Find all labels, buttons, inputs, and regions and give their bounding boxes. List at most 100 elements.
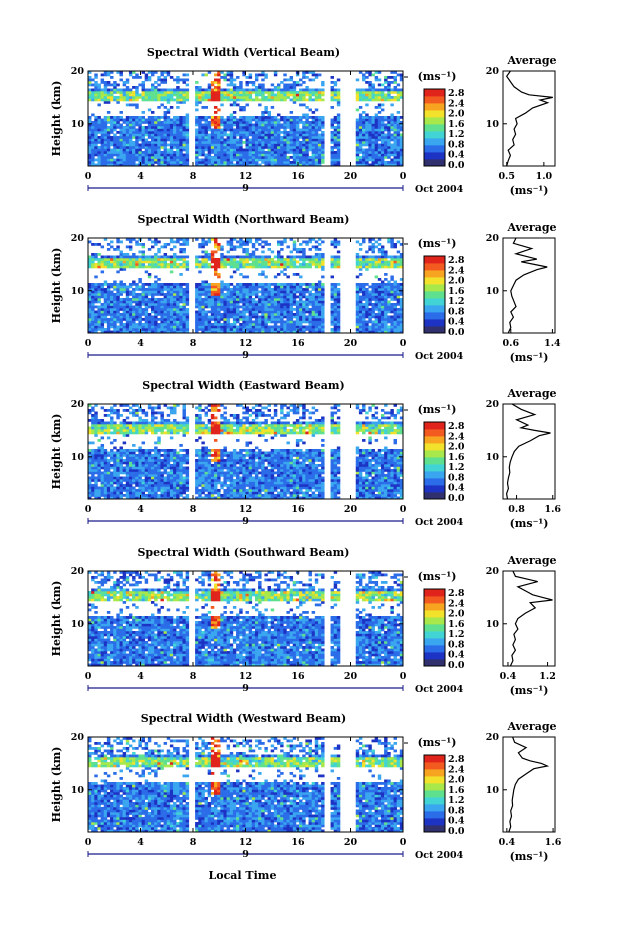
heatmap-cell (333, 325, 338, 329)
heatmap-cell (163, 308, 168, 311)
heatmap-cell (169, 128, 174, 132)
heatmap-cell (226, 126, 231, 129)
heatmap-cell (141, 163, 145, 167)
heatmap-cell (236, 143, 240, 147)
heatmap-cell (380, 283, 385, 286)
heatmap-cell (113, 81, 117, 84)
heatmap-cell (214, 273, 218, 276)
heatmap-cell (128, 285, 133, 289)
heatmap-cell (314, 128, 319, 132)
heatmap-cell (295, 318, 300, 321)
heatmap-cell (387, 290, 391, 294)
heatmap-cell (267, 300, 271, 304)
heatmap-cell (317, 300, 322, 304)
heatmap-cell (103, 298, 108, 301)
heatmap-cell (125, 288, 130, 291)
heatmap-cell (169, 151, 174, 154)
heatmap-cell (380, 158, 385, 162)
heatmap-cell (384, 258, 388, 261)
heatmap-cell (125, 118, 130, 122)
heatmap-cell (201, 133, 205, 137)
heatmap-cell (305, 163, 309, 167)
heatmap-cell (119, 163, 123, 167)
heatmap-cell (125, 238, 130, 241)
heatmap-cell (201, 131, 205, 134)
heatmap-cell (390, 325, 394, 329)
heatmap-cell (321, 133, 325, 137)
heatmap-cell (283, 265, 287, 269)
heatmap-cell (147, 93, 152, 97)
heatmap-cell (270, 133, 275, 137)
heatmap-cell (273, 285, 278, 289)
heatmap-cell (292, 325, 297, 329)
heatmap-cell (358, 141, 363, 144)
heatmap-cell (374, 116, 379, 119)
heatmap-cell (355, 290, 360, 294)
heatmap-cell (264, 126, 268, 129)
heatmap-cell (248, 73, 253, 77)
heatmap-cell (251, 300, 256, 304)
heatmap-cell (277, 131, 281, 134)
colorbar-swatch (424, 138, 445, 146)
heatmap-cell (384, 263, 388, 266)
heatmap-cell (321, 83, 325, 87)
heatmap-cell (138, 250, 142, 254)
heatmap-cell (154, 283, 158, 286)
heatmap-cell (264, 131, 268, 134)
heatmap-cell (302, 116, 306, 119)
heatmap-cell (94, 126, 98, 129)
heatmap-cell (295, 151, 300, 154)
heatmap-cell (264, 96, 268, 99)
heatmap-cell (295, 285, 300, 289)
heatmap-cell (264, 285, 268, 289)
heatmap-cell (214, 81, 218, 84)
heatmap-cell (311, 303, 316, 306)
heatmap-cell (254, 310, 259, 314)
heatmap-cell (270, 293, 275, 296)
heatmap-cell (147, 88, 152, 92)
heatmap-cell (103, 163, 108, 167)
heatmap-cell (387, 265, 391, 269)
heatmap-cell (305, 138, 309, 142)
heatmap-cell (264, 111, 268, 114)
heatmap-cell (333, 161, 338, 164)
heatmap-cell (223, 163, 227, 167)
heatmap-cell (100, 263, 105, 266)
heatmap-cell (198, 315, 202, 319)
heatmap-cell (110, 151, 114, 154)
heatmap-cell (166, 161, 171, 164)
heatmap-cell (160, 298, 164, 301)
heatmap-cell (365, 121, 369, 124)
heatmap-cell (374, 283, 379, 286)
heatmap-cell (330, 88, 334, 92)
heatmap-cell (182, 121, 186, 124)
heatmap-cell (141, 250, 145, 254)
heatmap-cell (289, 156, 294, 159)
heatmap-cell (289, 265, 294, 269)
heatmap-cell (163, 260, 168, 264)
heatmap-cell (330, 283, 334, 286)
heatmap-cell (283, 320, 287, 324)
heatmap-cell (330, 158, 334, 162)
colorbar-tick-label: 0.4 (448, 150, 465, 161)
heatmap-cell (396, 141, 401, 144)
heatmap-cell (210, 330, 215, 334)
heatmap-cell (141, 243, 145, 246)
heatmap-cell (210, 310, 215, 314)
heatmap-cell (157, 106, 161, 109)
heatmap-cell (179, 133, 183, 137)
heatmap-cell (94, 328, 98, 331)
heatmap-cell (138, 318, 142, 321)
heatmap-cell (289, 118, 294, 122)
heatmap-cell (295, 128, 300, 132)
heatmap-cell (169, 318, 174, 321)
heatmap-cell (289, 300, 294, 304)
heatmap-cell (119, 313, 123, 316)
heatmap-cell (273, 313, 278, 316)
heatmap-cell (141, 265, 145, 269)
heatmap-cell (103, 320, 108, 324)
heatmap-cell (154, 91, 158, 94)
heatmap-cell (305, 113, 309, 117)
heatmap-cell (207, 123, 212, 127)
heatmap-cell (371, 163, 375, 167)
